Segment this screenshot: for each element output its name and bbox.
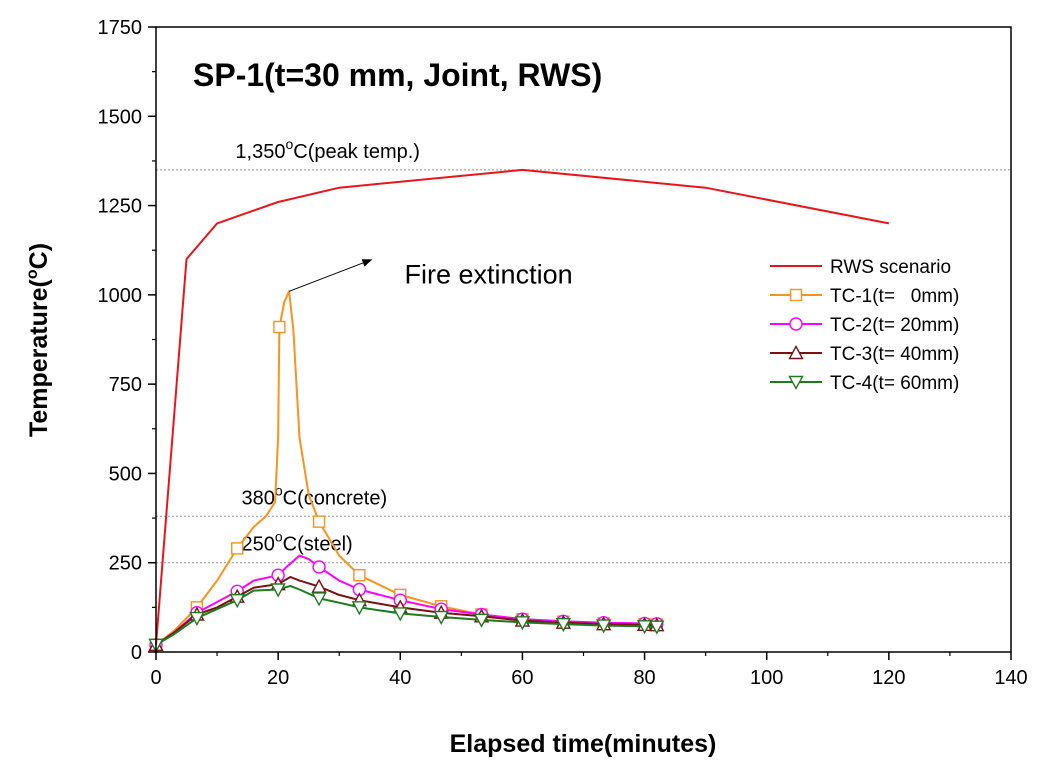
data-point — [649, 620, 665, 635]
legend-label: TC-4(t= 60mm) — [830, 373, 959, 394]
x-axis-title: Elapsed time(minutes) — [450, 730, 717, 758]
legend-marker — [789, 317, 803, 331]
data-point — [270, 583, 286, 598]
y-tick-label: 1750 — [98, 17, 143, 39]
x-tick-label: 140 — [994, 667, 1027, 689]
legend-marker — [788, 375, 804, 390]
y-tick-label: 0 — [131, 642, 142, 664]
legend-label: TC-1(t= 0mm) — [830, 286, 959, 307]
data-point — [351, 601, 368, 616]
series-line — [155, 584, 657, 646]
annotation-label: Fire extinction — [405, 260, 573, 290]
x-tick-label: 120 — [872, 667, 905, 689]
series-rws-scenario — [155, 168, 890, 645]
series-layer — [148, 168, 890, 653]
legend-label: RWS scenario — [830, 257, 951, 278]
series-line — [155, 168, 890, 645]
y-tick-label: 750 — [109, 374, 142, 396]
data-point — [231, 542, 244, 555]
annotation-arrow — [288, 259, 373, 292]
y-tick-label: 500 — [109, 463, 142, 485]
legend: RWS scenario TC-1(t= 0mm) TC-2(t= 20mm) TC-… — [770, 257, 959, 394]
data-point — [273, 320, 286, 334]
series-tc-4-t-60mm — [148, 583, 665, 653]
y-tick-label: 1500 — [98, 106, 143, 128]
legend-label: TC-3(t= 40mm) — [830, 344, 959, 365]
y-axis-title: Temperature(oC) — [24, 243, 53, 437]
y-axis-title-end: C) — [25, 243, 53, 269]
series-line — [155, 576, 657, 646]
annotations: Fire extinction — [288, 259, 573, 292]
x-tick-label: 100 — [750, 667, 783, 689]
data-point — [595, 619, 612, 634]
y-axis-title-main: Temperature( — [25, 278, 53, 437]
data-point — [433, 610, 449, 625]
legend-marker — [789, 288, 803, 302]
reference-line-label: 1,350oC(peak temp.) — [235, 136, 420, 163]
axes: 0 20 40 60 80 100 120 140 0 250 500 750 1000 1250 1500… — [98, 17, 1028, 689]
data-point — [353, 569, 366, 582]
data-point — [312, 560, 326, 574]
data-point — [189, 611, 205, 627]
legend-marker — [788, 345, 804, 360]
x-tick-label: 80 — [633, 667, 655, 689]
data-point — [311, 592, 327, 607]
y-axis-title-sup: o — [24, 269, 41, 279]
x-tick-label: 20 — [267, 667, 289, 689]
reference-line-label: 380oC(concrete) — [242, 482, 388, 509]
data-point — [312, 515, 326, 528]
data-point — [229, 594, 245, 609]
x-tick-label: 40 — [389, 667, 411, 689]
y-tick-label: 1000 — [98, 285, 143, 307]
data-point — [473, 613, 490, 628]
x-tick-label: 0 — [150, 667, 161, 689]
legend-label: TC-2(t= 20mm) — [830, 315, 959, 336]
data-point — [555, 617, 572, 633]
data-point — [311, 578, 327, 593]
data-point — [514, 616, 531, 631]
y-tick-label: 1250 — [98, 196, 143, 218]
data-point — [636, 620, 653, 635]
y-tick-label: 250 — [109, 553, 142, 575]
data-point — [392, 607, 408, 622]
chart-title: SP-1(t=30 mm, Joint, RWS) — [193, 57, 602, 93]
x-tick-label: 60 — [511, 667, 533, 689]
